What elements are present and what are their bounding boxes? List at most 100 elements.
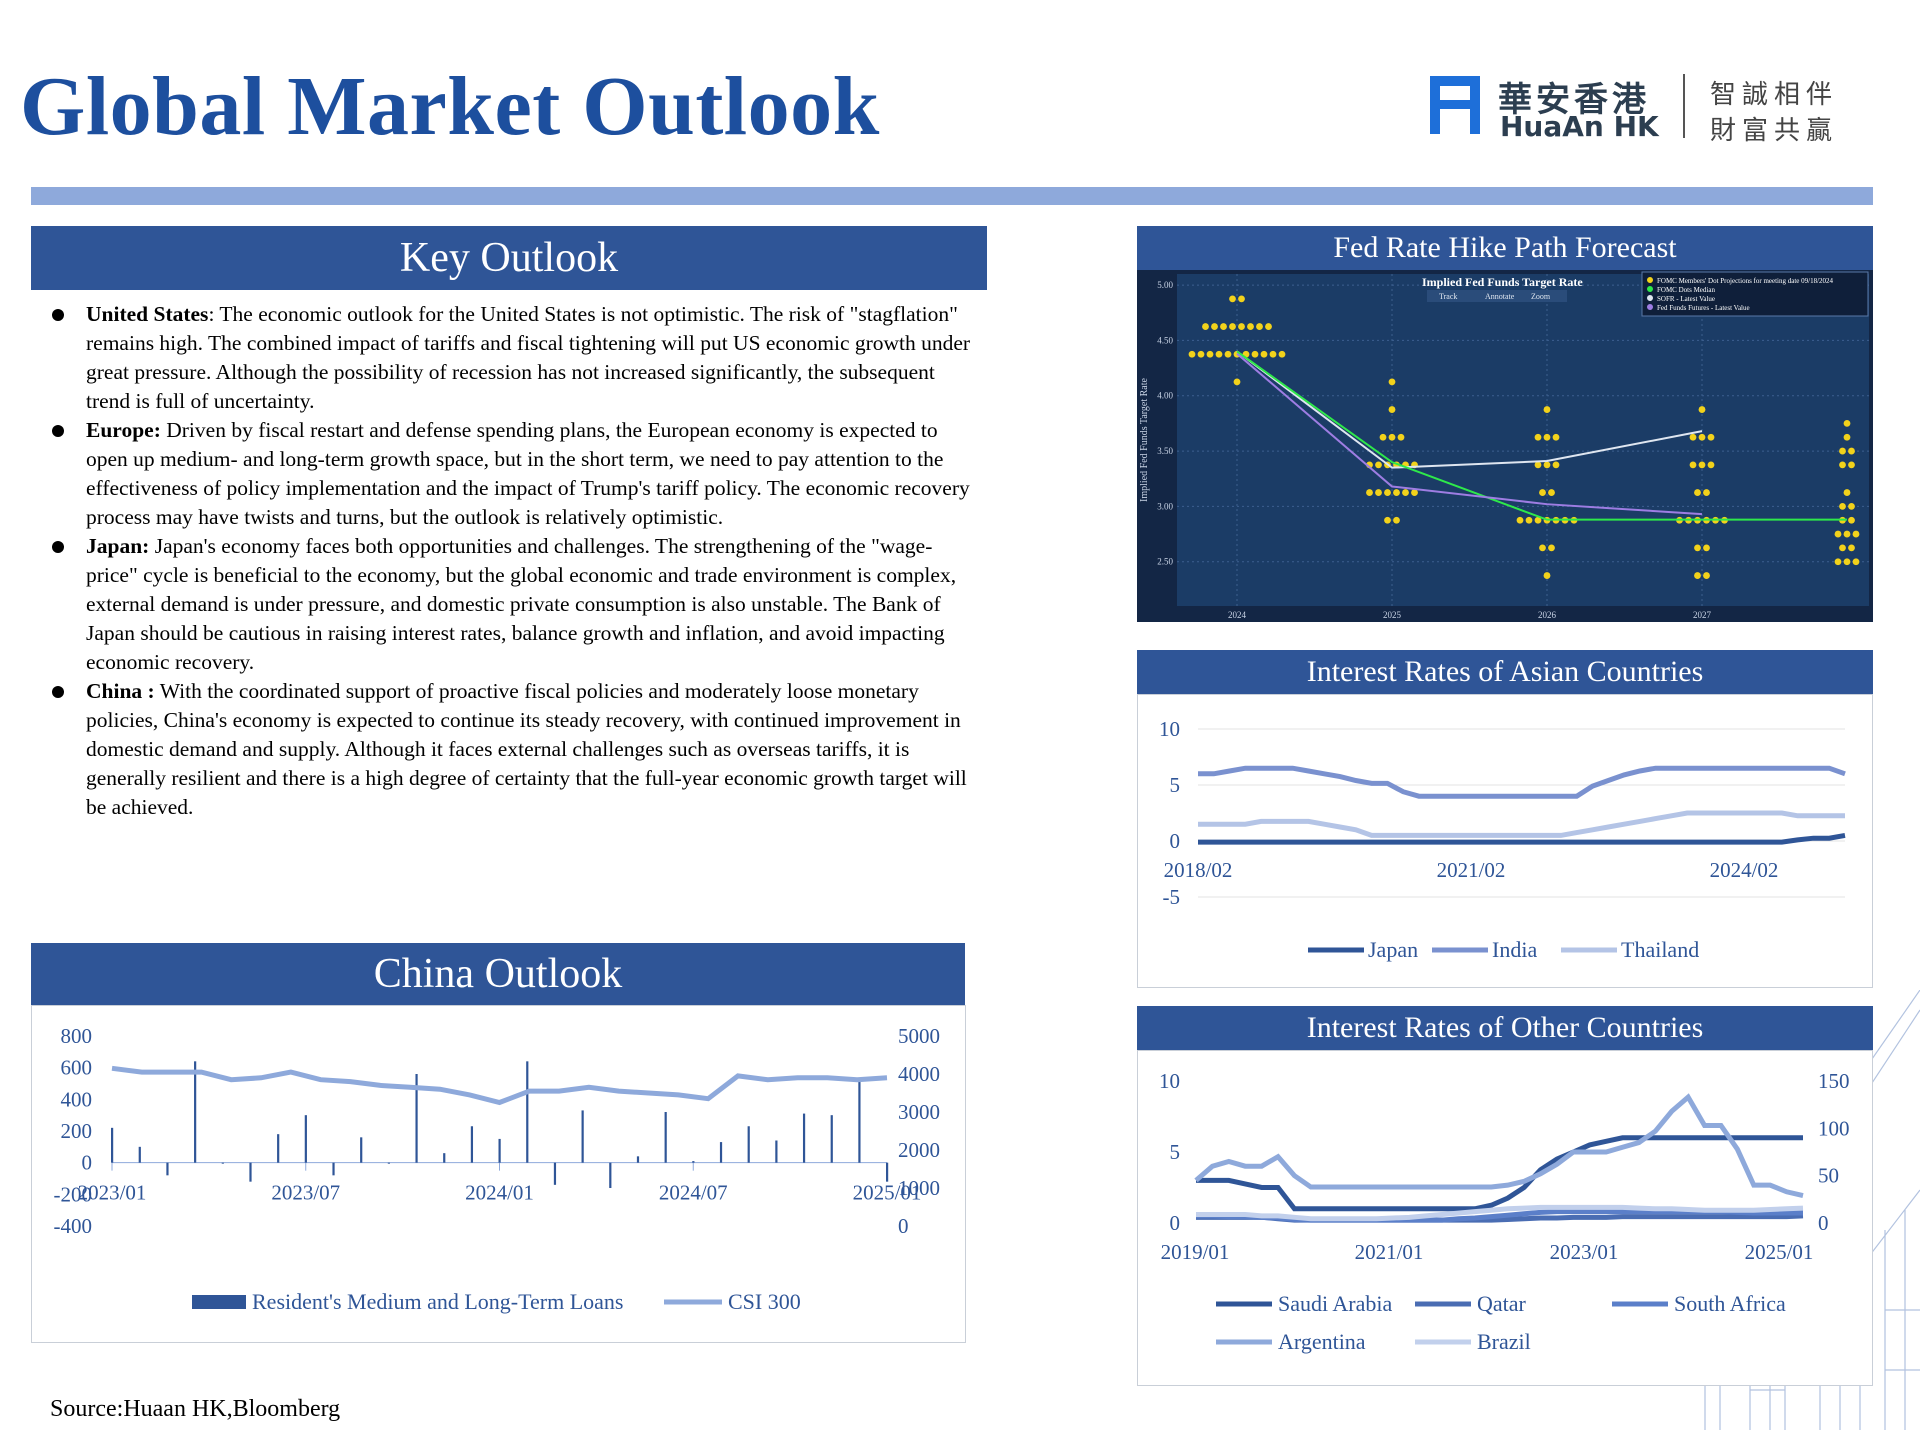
other-x-tick-label: 2019/01 [1161,1240,1230,1264]
fed-heading: Fed Rate Hike Path Forecast [1137,226,1873,270]
fomc-dot [1247,323,1254,330]
fed-x-tick-label: 2027 [1693,610,1712,620]
fed-legend-box [1641,271,1869,317]
asia-chart-box: 10 5 0 -5 2018/02 2021/02 2024/02 Japan India Tha… [1137,694,1873,988]
china-outlook-heading: China Outlook [31,943,965,1005]
fomc-dot [1384,489,1391,496]
other-series-saudi-arabia [1196,1135,1803,1212]
y-right-tick-label: 1000 [898,1176,940,1200]
header-divider [31,187,1873,205]
fomc-dot [1411,489,1418,496]
asia-series-japan [1198,832,1846,845]
fed-y-tick-label: 4.50 [1157,335,1173,345]
fomc-dot [1229,323,1236,330]
fomc-dot [1698,406,1706,413]
y-left-tick-label: 800 [61,1024,93,1048]
fomc-dot [1388,378,1396,386]
fomc-dot [1543,572,1551,579]
fomc-dot [1388,406,1396,413]
fomc-dot [1703,489,1710,496]
fomc-dot [1238,295,1245,303]
fed-x-tick-label: 2025 [1383,610,1402,620]
fomc-dot [1393,489,1400,496]
fomc-dot [1839,461,1846,469]
other-legend-label: South Africa [1674,1291,1786,1316]
loan-bar [470,1126,474,1163]
loan-bar [802,1113,806,1163]
bullet-dot [52,425,64,437]
fed-toolbar-item: Annotate [1485,292,1515,301]
loan-bar [249,1162,252,1182]
fomc-dot [1366,489,1373,496]
fomc-dot [1848,447,1855,455]
logo-chinese-name: 華安香港 [1498,80,1650,120]
outlook-label: Japan: [86,534,150,558]
fomc-dot [1839,503,1846,510]
china-outlook-chart: 8006004002000-200-4005000400030002000100… [54,1024,941,1314]
fed-y-tick-label: 4.00 [1157,391,1173,401]
asia-y-tick-label: 10 [1159,717,1180,741]
asia-rates-chart: 10 5 0 -5 2018/02 2021/02 2024/02 Japan India Tha… [1159,717,1846,962]
fomc-dot [1278,350,1286,358]
loan-bar [194,1061,197,1163]
fomc-dot [1548,544,1555,552]
fed-y-tick-label: 3.00 [1157,501,1173,511]
fed-chart-box: 5.00 4.50 4.00 3.50 3.00 2.50 2024 2025 2026 2027… [1137,270,1873,622]
fomc-dot [1188,350,1196,358]
other-legend-label: Brazil [1477,1329,1531,1354]
other-legend-label: Argentina [1278,1329,1366,1354]
fomc-dot [1839,544,1846,552]
logo-english-name: HuaAn HK [1500,110,1659,143]
fomc-dot [1516,516,1524,524]
fomc-dot [1839,447,1846,455]
fed-x-tick-label: 2026 [1538,610,1557,620]
asia-series-india [1198,765,1846,799]
outlook-label: China : [86,679,155,703]
fomc-dot [1689,461,1697,469]
fomc-dot [1256,323,1263,330]
loan-bar [692,1161,695,1163]
page-title: Global Market Outlook [20,60,880,153]
fomc-dot [1694,489,1701,496]
fomc-dot [1388,433,1396,441]
y-right-tick-label: 2000 [898,1138,940,1162]
fomc-dot [1843,489,1851,496]
fomc-dot [1848,516,1855,524]
other-y-right-tick-label: 0 [1818,1211,1829,1235]
loan-bar [304,1115,307,1163]
fomc-dot [1848,461,1855,469]
fomc-dot [1229,295,1236,303]
fomc-dot [1265,323,1272,330]
x-tick-label: 2025/01 [853,1181,922,1205]
other-series-brazil [1196,1204,1804,1222]
fomc-dot [1233,378,1241,386]
x-tick-label: 2024/01 [465,1181,534,1205]
fed-legend-swatch [1647,295,1653,301]
y-right-tick-label: 5000 [898,1024,940,1048]
loan-bar [664,1112,667,1163]
other-y-right-tick-label: 150 [1818,1069,1850,1093]
fomc-dot [1852,558,1860,566]
fed-x-tick-label: 2024 [1228,610,1247,620]
source-note: Source:Huaan HK,Bloomberg [50,1396,341,1422]
y-right-tick-label: 0 [898,1214,909,1238]
asia-heading: Interest Rates of Asian Countries [1137,650,1873,694]
fed-toolbar-item: Zoom [1531,292,1551,301]
bullet-dot [52,309,64,321]
fomc-dot [1224,350,1232,358]
other-chart-box: 10 5 0 150 100 50 0 2019/01 2021/01 2023/01 2025/0… [1137,1050,1873,1386]
fomc-dot [1689,433,1697,441]
other-y-right-tick-label: 100 [1818,1116,1850,1140]
company-logo-icon [1425,72,1485,138]
fomc-dot [1703,544,1710,552]
y-left-tick-label: 0 [82,1151,93,1175]
fomc-dot [1220,323,1227,330]
fomc-dot [1543,433,1551,441]
fomc-dot [1375,489,1382,496]
fomc-dot [1852,530,1860,538]
fed-y-tick-label: 3.50 [1157,446,1173,456]
fomc-dot [1843,530,1851,538]
fomc-dot [1534,516,1542,524]
bullet-dot [52,541,64,553]
slogan-line-1: 智誠相伴 [1710,80,1839,110]
